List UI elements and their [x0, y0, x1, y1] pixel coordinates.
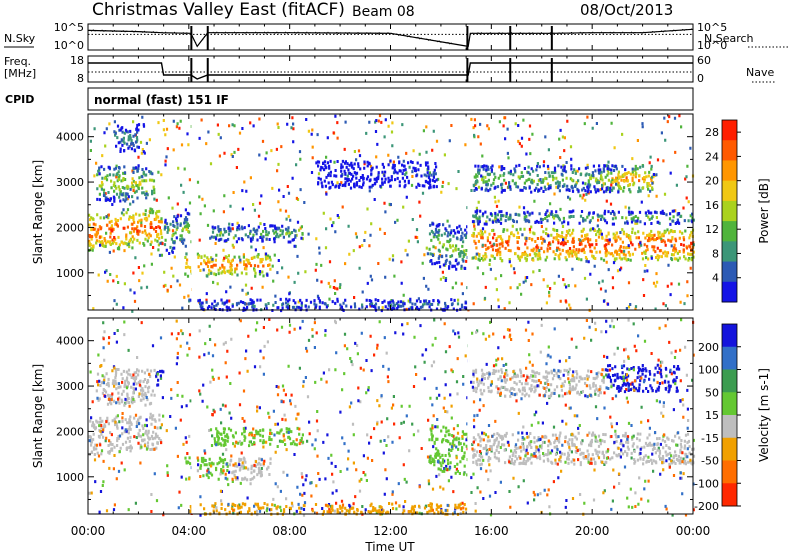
velocity-y-tick-label: 4000	[56, 335, 84, 348]
power-y-tick-label: 2000	[56, 221, 84, 234]
cpid-value: normal (fast) 151 IF	[94, 93, 229, 107]
power-colorbar-segment	[722, 281, 737, 303]
power-colorbar-tick-label: 28	[705, 126, 719, 139]
power-echo-cells	[89, 120, 695, 313]
velocity-colorbar-label: Velocity [m s-1]	[757, 368, 771, 462]
power-colorbar-tick-label: 4	[712, 272, 719, 285]
velocity-colorbar-tick-label: -15	[701, 432, 719, 445]
velocity-colorbar-segment	[722, 415, 737, 439]
velocity-frame	[87, 317, 694, 515]
power-colorbar-segment	[722, 261, 737, 283]
noise-sky-jitter	[89, 28, 692, 45]
freq-left-label: Freq.	[4, 55, 31, 68]
noise-tick-label: 10^5	[54, 21, 84, 34]
velocity-data-gap	[191, 318, 197, 514]
freq-right-tick-label: 0	[697, 72, 704, 85]
noise-right-label: N.Search	[704, 32, 754, 45]
power-colorbar-segment	[722, 180, 737, 202]
freq-tick-label: 18	[70, 54, 84, 67]
power-colorbar-tick-label: 24	[705, 150, 719, 163]
velocity-colorbar-segment	[722, 437, 737, 461]
velocity-y-tick-label: 1000	[56, 471, 84, 484]
x-tick-label: 04:00	[172, 524, 207, 538]
power-y-axis-label: Slant Range [km]	[31, 160, 45, 264]
velocity-colorbar-tick-label: 100	[698, 364, 719, 377]
velocity-echo-cells	[88, 319, 695, 514]
date-label: 08/Oct/2013	[580, 1, 673, 19]
freq-series	[88, 62, 693, 80]
time-axis: 00:00 04:00 08:00 12:00 16:00 20:00 00:00	[71, 524, 711, 538]
power-echo-cells	[88, 118, 694, 308]
power-colorbar-segment	[722, 120, 737, 141]
power-colorbar-tick-label: 12	[705, 223, 719, 236]
beam-label: Beam 08	[352, 4, 415, 20]
velocity-echo-cells	[90, 319, 692, 516]
x-tick-label: 00:00	[676, 524, 711, 538]
velocity-echo-cells	[88, 318, 696, 517]
velocity-colorbar-tick-label: 50	[705, 386, 719, 399]
x-axis-label: Time UT	[364, 540, 415, 554]
velocity-y-tick-label: 3000	[56, 380, 84, 393]
velocity-colorbar-tick-label: 200	[698, 341, 719, 354]
noise-right-tick-label: 10^0	[697, 39, 727, 52]
power-y-tick-label: 1000	[56, 267, 84, 280]
velocity-echo-cells	[95, 319, 695, 517]
cpid-box	[87, 87, 694, 111]
x-tick-label: 08:00	[272, 524, 307, 538]
velocity-colorbar-tick-label: -100	[694, 477, 719, 490]
velocity-colorbar-segment	[722, 460, 737, 484]
velocity-y-tick-label: 2000	[56, 425, 84, 438]
velocity-panel: 1000 2000 3000 4000 Slant Range [km] 200 100 50…	[31, 317, 771, 517]
x-tick-label: 12:00	[373, 524, 408, 538]
velocity-echo-cells	[102, 318, 694, 517]
power-y-tick-label: 4000	[56, 131, 84, 144]
plot-title: Christmas Valley East (fitACF)	[92, 0, 345, 20]
noise-left-label: N.Sky	[4, 32, 36, 45]
velocity-colorbar-segment	[722, 369, 737, 393]
freq-right-label: Nave	[746, 66, 774, 79]
cpid-label: CPID	[5, 93, 34, 106]
velocity-colorbar-tick-label: 15	[705, 409, 719, 422]
velocity-echo-cells	[89, 318, 695, 517]
power-colorbar-tick-label: 8	[712, 247, 719, 260]
power-colorbar-label: Power [dB]	[757, 178, 771, 243]
velocity-y-axis-label: Slant Range [km]	[31, 364, 45, 468]
velocity-echo-cells	[91, 318, 695, 517]
power-panel: 1000 2000 3000 4000 Slant Range [km] 4 8 12 16 20…	[31, 113, 771, 313]
power-echo-cells	[96, 114, 694, 313]
velocity-colorbar-tick-label: -50	[701, 455, 719, 468]
freq-unit-label: [MHz]	[4, 67, 36, 80]
velocity-data-gap	[467, 318, 470, 514]
velocity-colorbar-segment	[722, 483, 737, 507]
power-colorbar-segment	[722, 160, 737, 182]
power-data-gap	[467, 114, 470, 310]
power-colorbar-segment	[722, 241, 737, 263]
velocity-colorbar-segment	[722, 324, 737, 348]
power-colorbar-frame	[721, 119, 738, 303]
freq-tick-label: 8	[77, 72, 84, 85]
velocity-colorbar-segment	[722, 392, 737, 416]
velocity-colorbar-segment	[722, 346, 737, 370]
power-colorbar-segment	[722, 200, 737, 222]
frequency-panel: Freq.[MHz] Nave 18 8 60 0	[4, 54, 775, 85]
power-data-gap	[191, 114, 197, 310]
noise-tick-label: 10^0	[54, 39, 84, 52]
velocity-colorbar-tick-label: -200	[694, 500, 719, 513]
velocity-echo-cells	[90, 319, 689, 517]
power-echo-cells	[88, 119, 695, 312]
power-y-tick-label: 3000	[56, 176, 84, 189]
x-tick-label: 20:00	[575, 524, 610, 538]
power-echo-cells	[88, 116, 695, 312]
power-colorbar-tick-label: 20	[705, 175, 719, 188]
power-colorbar-segment	[722, 221, 737, 242]
noise-right-tick-label: 10^5	[697, 21, 727, 34]
freq-right-tick-label: 60	[697, 54, 711, 67]
x-tick-label: 00:00	[71, 524, 106, 538]
x-tick-label: 16:00	[474, 524, 509, 538]
power-colorbar-segment	[722, 140, 737, 161]
power-colorbar-tick-label: 16	[705, 199, 719, 212]
